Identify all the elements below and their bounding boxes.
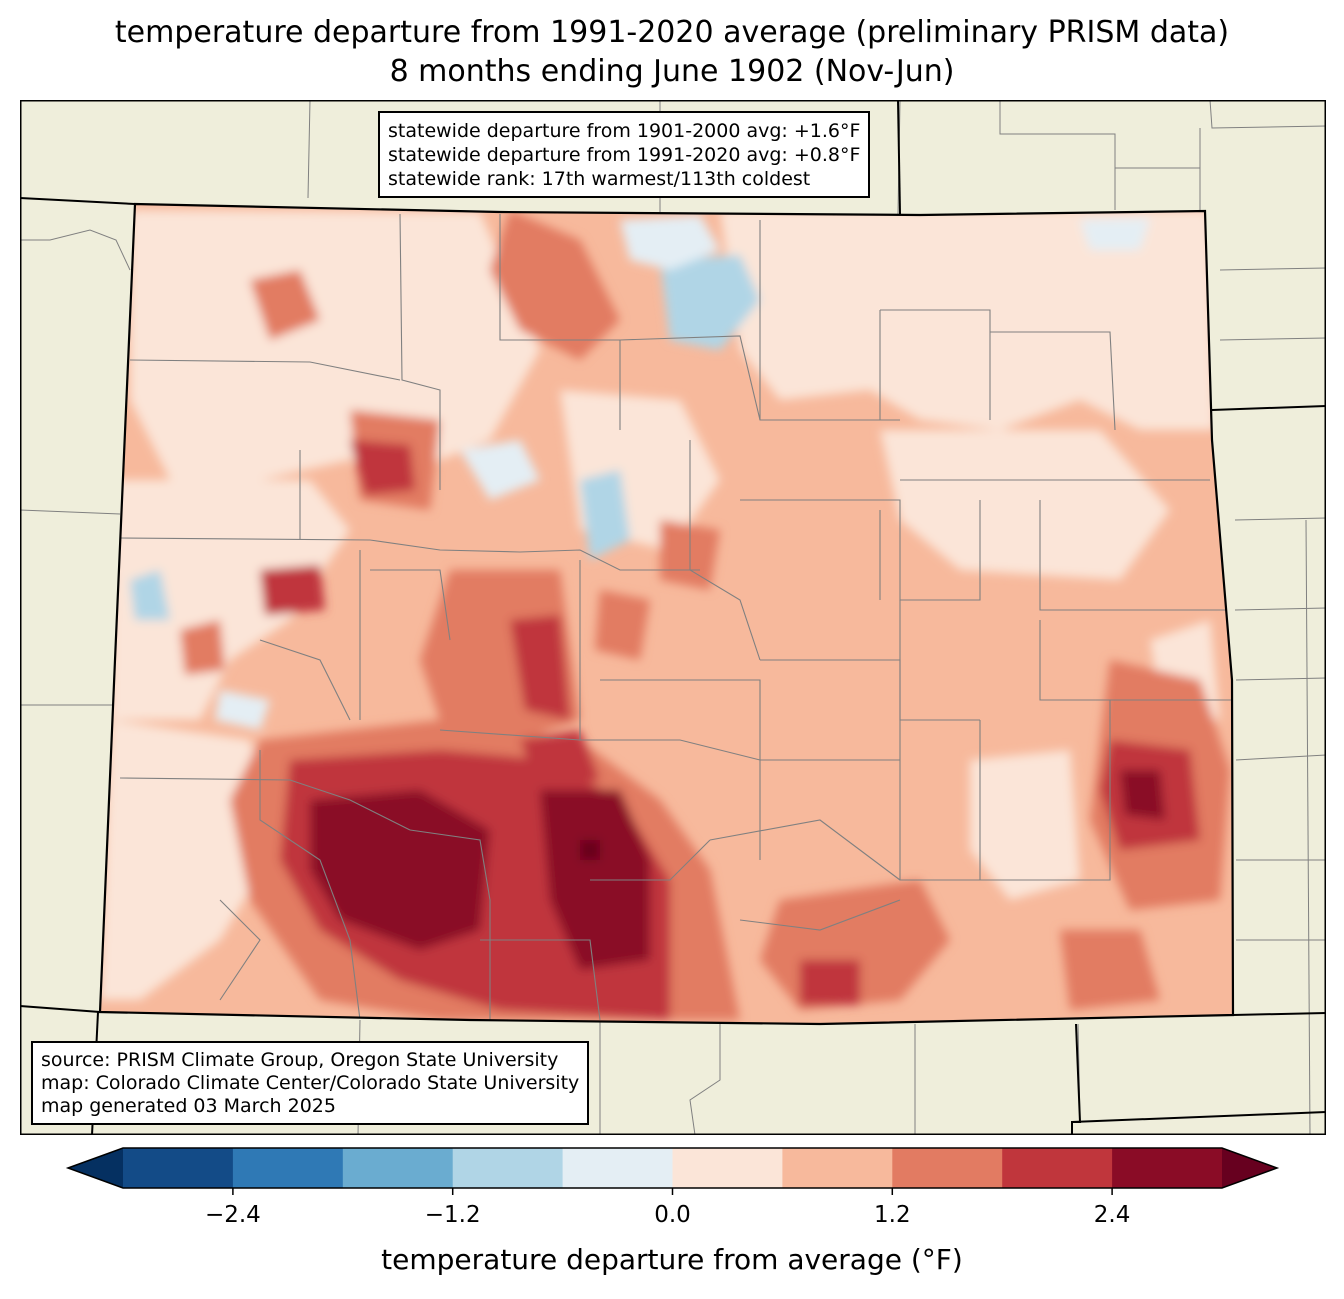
colorbar-segment (562, 1148, 673, 1188)
colorbar-tick-label: −2.4 (205, 1202, 261, 1228)
colorbar-segment (452, 1148, 564, 1188)
map-panel (20, 100, 1326, 1135)
colorbar-over-arrow (1222, 1148, 1277, 1188)
map-generated-line: map generated 03 March 2025 (41, 1095, 336, 1117)
neighbor-state-borders (20, 100, 1326, 1135)
source-line: source: PRISM Climate Group, Oregon Stat… (41, 1049, 559, 1071)
colorbar-segment (672, 1148, 783, 1188)
statewide-stats-box: statewide departure from 1901-2000 avg: … (378, 111, 871, 198)
map-title-line1: temperature departure from 1991-2020 ave… (114, 15, 1230, 50)
neighbor-county-lines (20, 100, 1326, 1135)
colorbar-tick-label: 1.2 (874, 1202, 911, 1228)
colorbar-segment (1002, 1148, 1113, 1188)
stats-line-1901-2000: statewide departure from 1901-2000 avg: … (388, 120, 861, 142)
source-box: source: PRISM Climate Group, Oregon Stat… (31, 1041, 590, 1125)
colorado-county-lines (119, 213, 1233, 1021)
stats-line-rank: statewide rank: 17th warmest/113th colde… (388, 168, 811, 190)
stats-line-1991-2020: statewide departure from 1991-2020 avg: … (388, 144, 861, 166)
colorbar-label: temperature departure from average (°F) (381, 1243, 963, 1276)
map-frame-border (20, 100, 1326, 1135)
colorbar-segment (342, 1148, 454, 1188)
colorbar-tick-label: −1.2 (425, 1202, 481, 1228)
colorbar-tick-label: 0.0 (654, 1202, 691, 1228)
colorbar-segment (1112, 1148, 1223, 1188)
colorbar-under-arrow (68, 1148, 123, 1188)
temperature-field (100, 204, 1233, 1024)
colorbar-outline (65, 1147, 1280, 1189)
colorbar-segment (782, 1148, 893, 1188)
colorbar: −2.4 −1.2 0.0 1.2 2.4 (65, 1147, 1280, 1228)
map-credit-line: map: Colorado Climate Center/Colorado St… (41, 1072, 580, 1094)
colorbar-segment (892, 1148, 1003, 1188)
colorado-border (98, 202, 1235, 1026)
colorbar-segment (232, 1148, 344, 1188)
map-title-line2: 8 months ending June 1902 (Nov-Jun) (389, 54, 955, 89)
colorbar-segment (123, 1148, 234, 1188)
colorbar-tick-label: 2.4 (1094, 1202, 1131, 1228)
